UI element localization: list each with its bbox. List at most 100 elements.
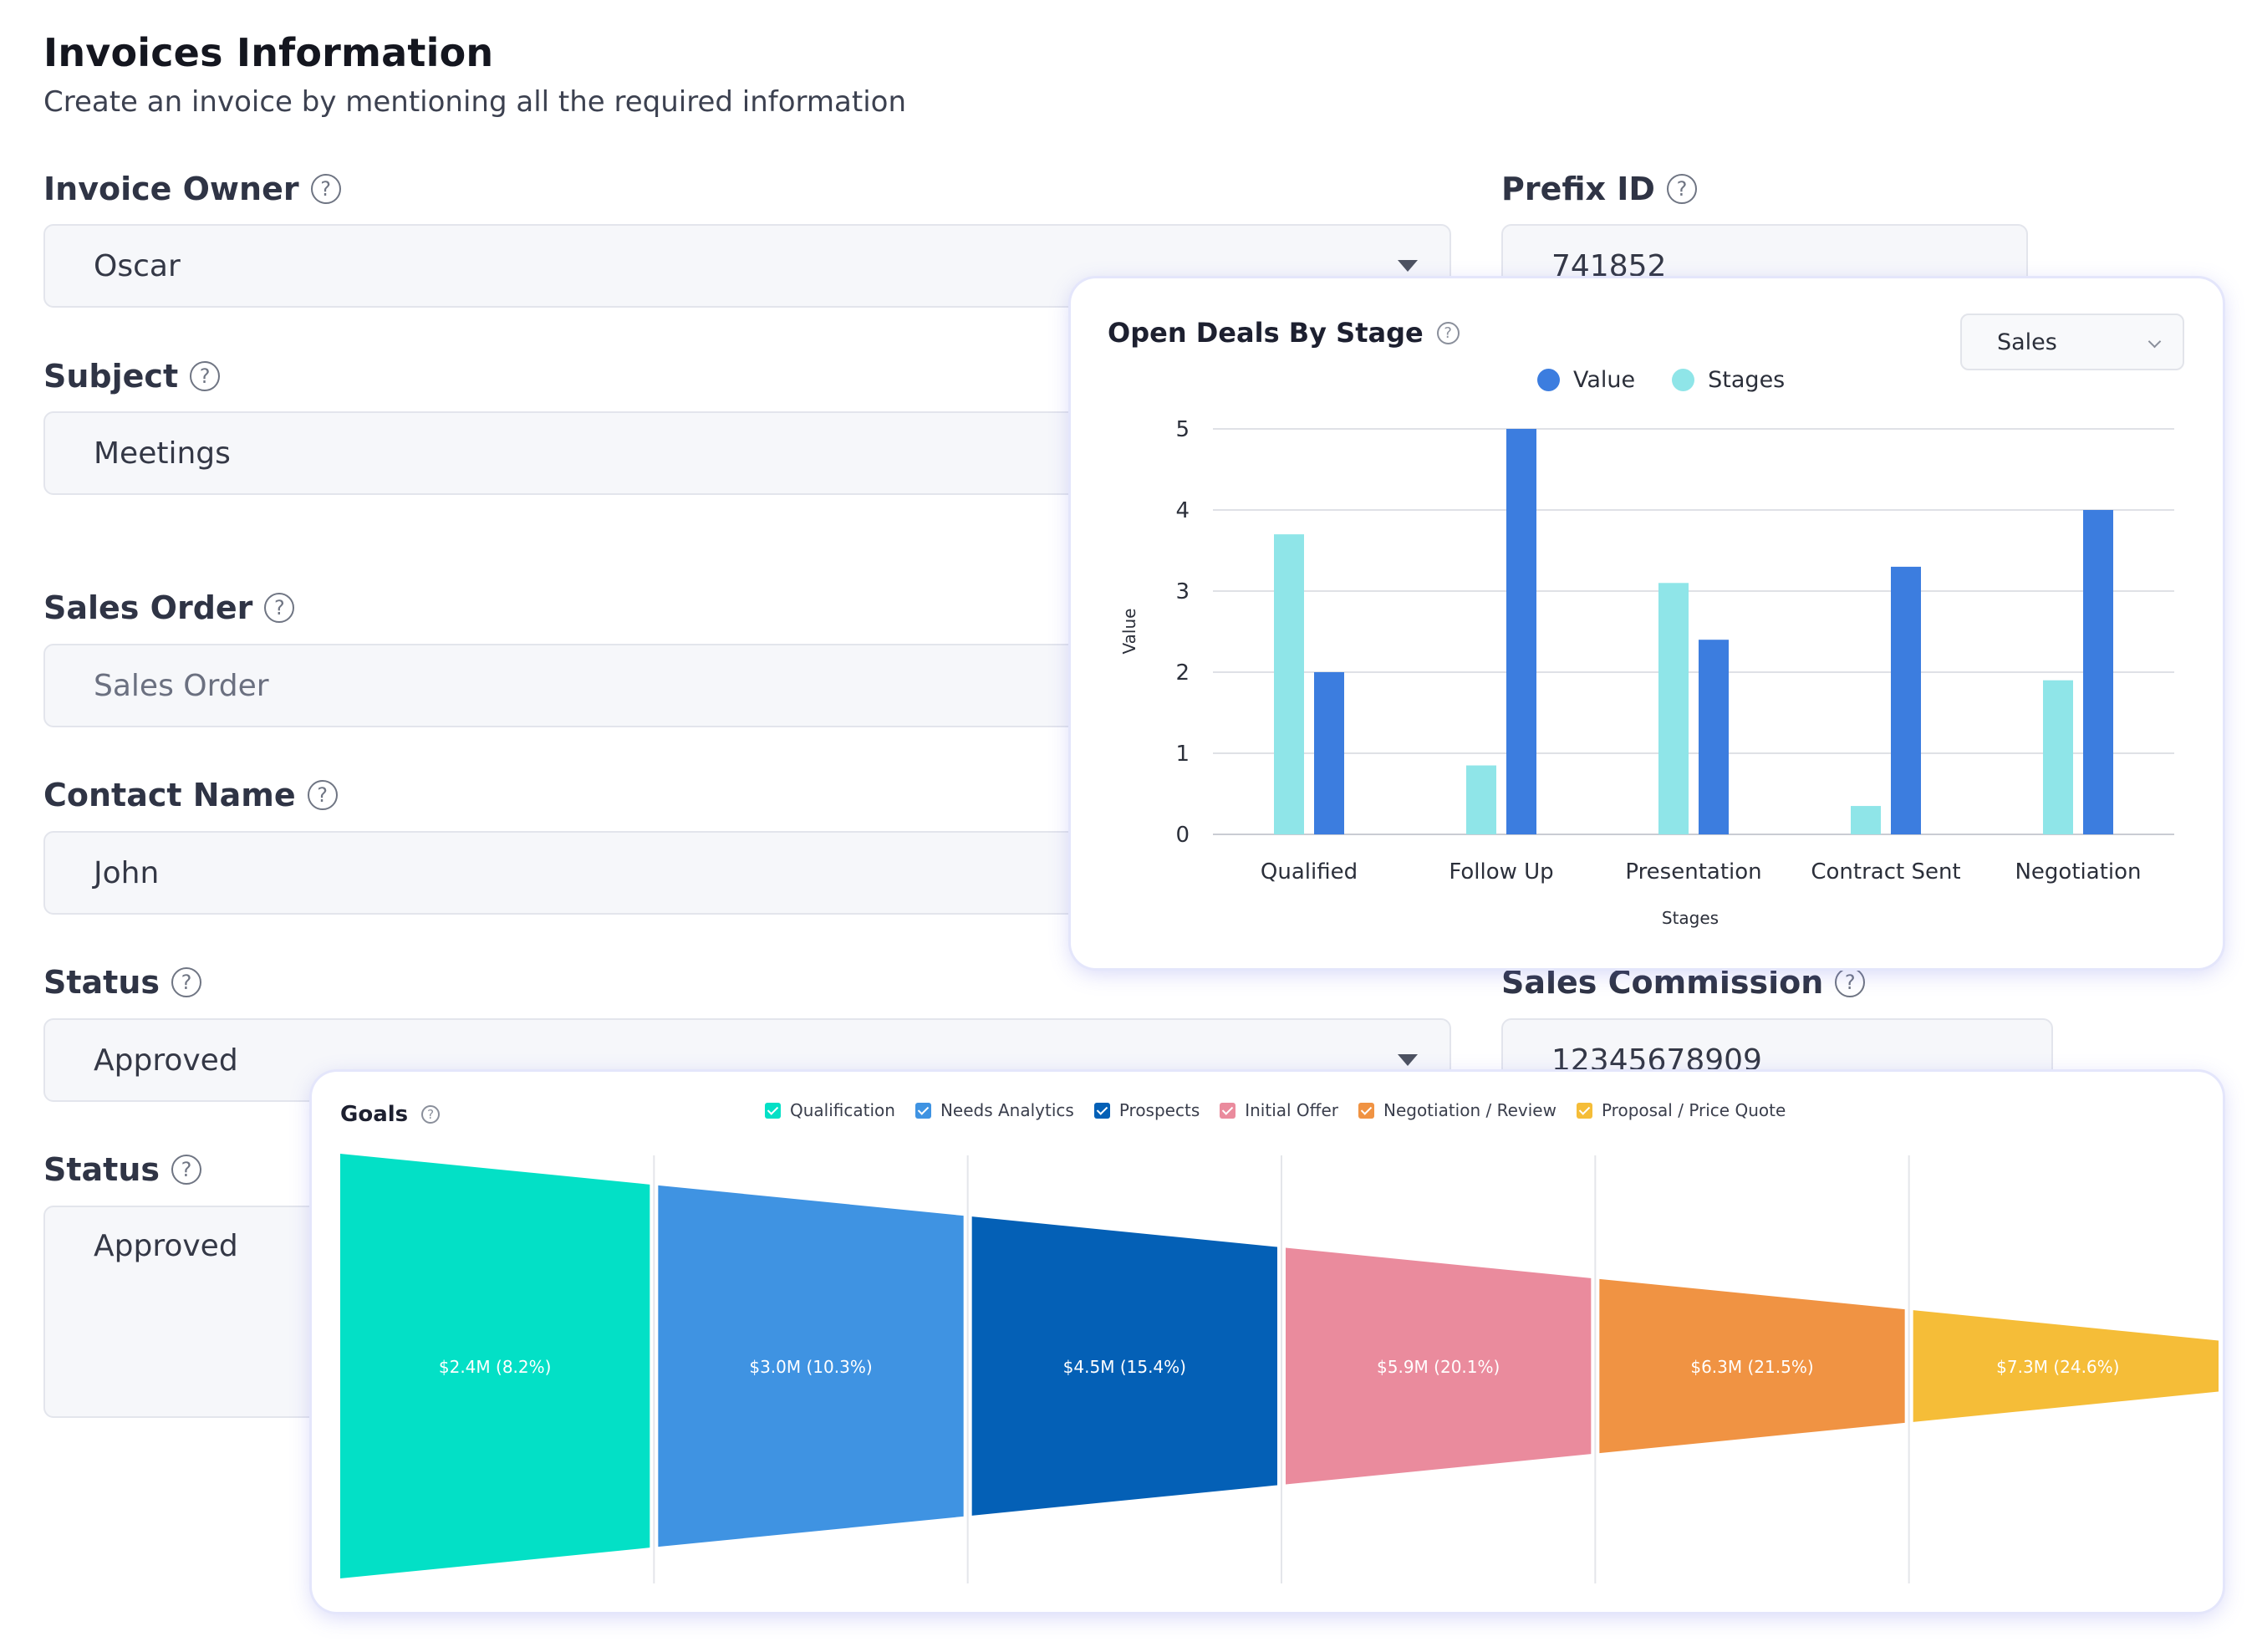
bar-value — [1506, 429, 1536, 834]
caret-down-icon[interactable] — [1398, 1054, 1418, 1066]
goals-legend-label: Initial Offer — [1245, 1100, 1338, 1120]
checkbox-icon[interactable] — [1220, 1102, 1236, 1119]
checkbox-icon[interactable] — [1576, 1102, 1592, 1119]
goals-legend-label: Needs Analytics — [940, 1100, 1074, 1120]
legend-stages-dot — [1672, 369, 1695, 391]
question-circle-icon[interactable]: ? — [1835, 967, 1866, 997]
deals-filter-select[interactable]: Sales — [1960, 314, 2184, 370]
bar-stages — [1466, 765, 1496, 834]
question-circle-icon[interactable]: ? — [310, 174, 341, 204]
goals-legend-item[interactable]: Prospects — [1093, 1100, 1200, 1120]
y-axis-title: Value — [1119, 609, 1139, 655]
bar-value — [2083, 510, 2113, 834]
funnel-segment — [1286, 1247, 1592, 1485]
y-tick-label: 5 — [1175, 417, 1190, 442]
prefix-id-label: Prefix ID ? — [1501, 171, 1697, 207]
subject-label: Subject ? — [43, 358, 221, 395]
bar-stages — [2043, 680, 2073, 834]
goals-legend-label: Proposal / Price Quote — [1601, 1100, 1786, 1120]
legend-value-text: Value — [1573, 367, 1636, 393]
legend-stages-text: Stages — [1708, 367, 1786, 393]
goals-legend-label: Prospects — [1118, 1100, 1200, 1120]
question-circle-icon[interactable]: ? — [307, 780, 338, 810]
question-circle-icon[interactable]: ? — [264, 593, 295, 623]
caret-down-icon[interactable] — [1398, 260, 1418, 272]
goals-legend-label: Qualification — [790, 1100, 895, 1120]
deals-filter-value: Sales — [1997, 329, 2057, 355]
y-tick-label: 2 — [1175, 660, 1190, 686]
sales-order-label: Sales Order ? — [43, 589, 295, 626]
funnel-segment — [1599, 1278, 1905, 1454]
contact-name-label-text: Contact Name — [43, 777, 296, 813]
question-circle-icon[interactable]: ? — [171, 967, 202, 997]
deals-legend: Value Stages — [1537, 367, 1785, 393]
invoice-owner-label-text: Invoice Owner — [43, 171, 299, 207]
funnel-value-label: $2.4M (8.2%) — [439, 1357, 552, 1377]
open-deals-title: Open Deals By Stage ? — [1108, 317, 1460, 349]
bar-value — [1699, 640, 1729, 834]
funnel-segment — [340, 1154, 650, 1578]
question-circle-icon[interactable]: ? — [190, 361, 221, 391]
funnel-value-label: $3.0M (10.3%) — [749, 1357, 872, 1377]
x-tick-label: Qualified — [1261, 859, 1358, 885]
funnel-value-label: $5.9M (20.1%) — [1377, 1357, 1500, 1377]
goals-title: Goals ? — [340, 1102, 441, 1127]
checkbox-icon[interactable] — [1358, 1102, 1374, 1119]
sales-commission-label: Sales Commission ? — [1501, 964, 1866, 1001]
prefix-id-label-text: Prefix ID — [1501, 171, 1655, 207]
invoice-owner-select[interactable]: Oscar — [43, 224, 1451, 308]
bar-value — [1891, 566, 1921, 834]
bar-value — [1314, 672, 1344, 834]
contact-name-value: John — [94, 855, 160, 890]
subject-label-text: Subject — [43, 358, 179, 395]
bar-stages — [1851, 806, 1881, 834]
funnel-segment — [1913, 1310, 2219, 1422]
question-circle-icon[interactable]: ? — [171, 1155, 202, 1185]
funnel-segment — [971, 1216, 1277, 1516]
subject-value: Meetings — [94, 436, 231, 471]
legend-value-dot — [1537, 369, 1560, 391]
bar-stages — [1658, 583, 1689, 834]
sales-order-label-text: Sales Order — [43, 589, 253, 626]
goals-legend-item[interactable]: Needs Analytics — [915, 1100, 1074, 1120]
goals-legend-label: Negotiation / Review — [1383, 1100, 1556, 1120]
goals-legend-item[interactable]: Initial Offer — [1220, 1100, 1338, 1120]
funnel-value-label: $7.3M (24.6%) — [1996, 1357, 2119, 1377]
question-circle-icon[interactable]: ? — [1436, 321, 1460, 344]
question-circle-icon[interactable]: ? — [421, 1105, 441, 1124]
x-axis-title: Stages — [1662, 908, 1719, 928]
x-tick-label: Contract Sent — [1811, 859, 1960, 885]
status-value: Approved — [94, 1043, 238, 1078]
checkbox-icon[interactable] — [1093, 1102, 1110, 1119]
funnel-segment — [658, 1185, 964, 1547]
contact-name-label: Contact Name ? — [43, 777, 338, 813]
invoice-owner-label: Invoice Owner ? — [43, 171, 341, 207]
goals-title-text: Goals — [340, 1102, 409, 1127]
bar-stages — [1274, 534, 1304, 834]
deals-bar-chart: 0 1 2 3 4 5 Qualified Follow Up Presentation Cont… — [1119, 417, 2174, 928]
goals-legend-item[interactable]: Negotiation / Review — [1358, 1100, 1556, 1120]
goals-funnel-chart: $2.4M (8.2%) $3.0M (10.3%) $4.5M (15.4%) $5… — [340, 1154, 2219, 1583]
legend-item-stages[interactable]: Stages — [1672, 367, 1785, 393]
y-tick-label: 0 — [1175, 823, 1190, 848]
goals-legend-item[interactable]: Proposal / Price Quote — [1576, 1100, 1786, 1120]
open-deals-title-text: Open Deals By Stage — [1108, 317, 1424, 349]
x-tick-label: Presentation — [1625, 859, 1761, 885]
prefix-id-value: 741852 — [1551, 248, 1667, 283]
checkbox-icon[interactable] — [765, 1102, 781, 1119]
goals-legend: Qualification Needs Analytics Prospects Ini… — [765, 1100, 1806, 1120]
y-tick-label: 1 — [1175, 742, 1190, 767]
legend-item-value[interactable]: Value — [1537, 367, 1635, 393]
sales-order-placeholder: Sales Order — [94, 668, 269, 703]
sales-commission-value: 12345678909 — [1551, 1043, 1762, 1078]
status-label-text: Status — [43, 964, 160, 1001]
funnel-value-label: $4.5M (15.4%) — [1063, 1357, 1186, 1377]
goals-legend-item[interactable]: Qualification — [765, 1100, 895, 1120]
question-circle-icon[interactable]: ? — [1666, 174, 1697, 204]
open-deals-card: Open Deals By Stage ? Sales Value Stages… — [1071, 278, 2223, 968]
invoice-owner-value: Oscar — [94, 248, 181, 283]
checkbox-icon[interactable] — [915, 1102, 931, 1119]
page-title: Invoices Information — [43, 30, 494, 75]
funnel-value-label: $6.3M (21.5%) — [1690, 1357, 1813, 1377]
status-2-value: Approved — [94, 1229, 238, 1263]
